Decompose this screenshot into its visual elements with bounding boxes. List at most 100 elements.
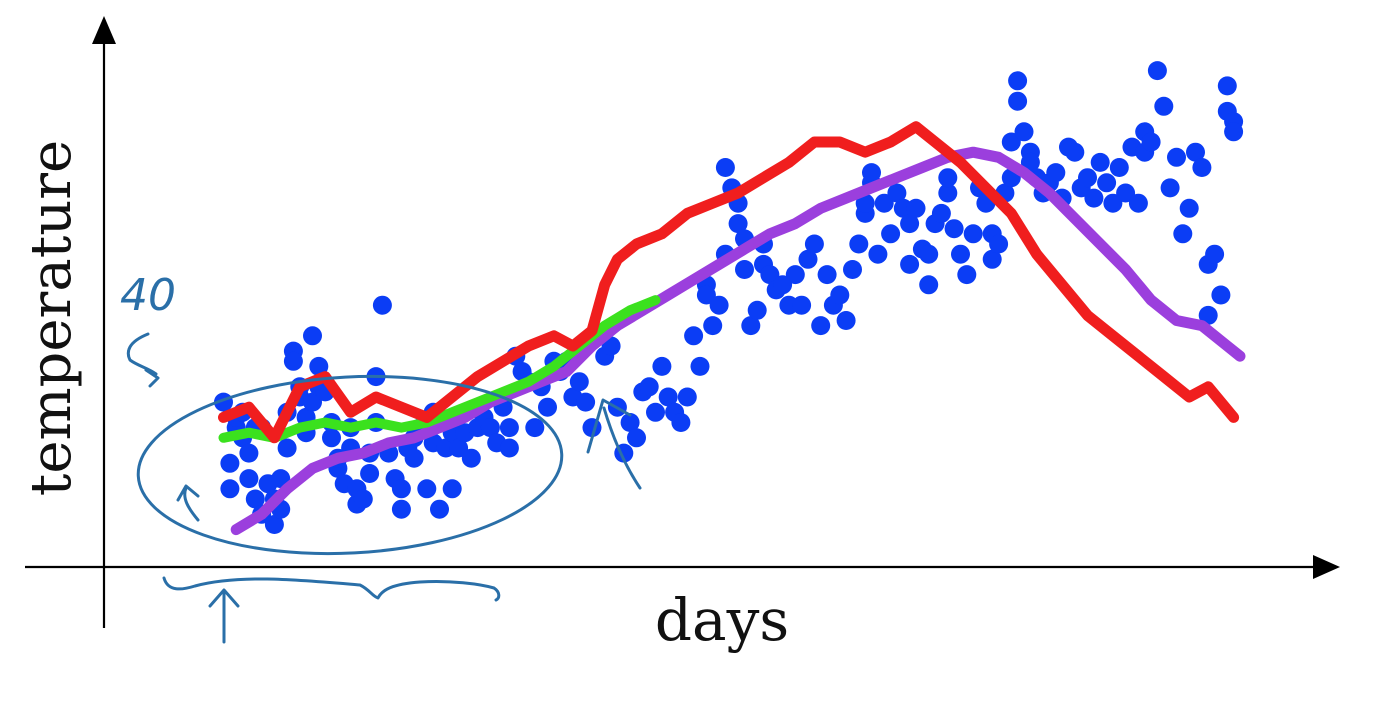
x-axis-label: days	[655, 586, 789, 654]
data-point	[1211, 285, 1231, 305]
brace-arrow	[208, 588, 240, 644]
data-point	[982, 249, 1002, 269]
hand-squiggle	[126, 332, 160, 388]
data-point	[1008, 91, 1028, 111]
data-point	[1154, 96, 1174, 116]
data-point	[900, 254, 920, 274]
y-axis-arrow	[92, 16, 116, 44]
data-point	[1141, 132, 1161, 152]
data-point	[1128, 193, 1148, 213]
y-axis-label: temperature	[19, 140, 84, 496]
data-point	[1179, 198, 1199, 218]
data-point	[569, 372, 589, 392]
data-point	[404, 448, 424, 468]
data-point	[1078, 168, 1097, 188]
data-point	[906, 198, 926, 218]
data-point	[1167, 147, 1186, 167]
data-point	[1097, 173, 1117, 193]
data-point	[963, 224, 983, 244]
data-point	[868, 244, 888, 264]
data-point	[1001, 132, 1021, 152]
data-point	[900, 214, 920, 234]
data-point	[855, 193, 875, 213]
series-line-red	[218, 121, 1240, 444]
data-point	[703, 316, 723, 336]
window-ellipse	[136, 374, 564, 556]
data-point	[944, 219, 964, 239]
data-point	[1103, 193, 1123, 213]
data-point	[684, 326, 704, 346]
data-point	[1186, 142, 1205, 162]
data-point	[442, 479, 462, 499]
data-point	[627, 428, 646, 448]
data-point	[760, 265, 780, 285]
data-point	[747, 300, 767, 320]
data-point	[372, 295, 392, 315]
x-axis-arrow	[1313, 555, 1340, 579]
hand-arrow-small	[176, 484, 200, 522]
data-point	[1192, 158, 1212, 177]
data-point	[773, 275, 793, 295]
data-point	[303, 326, 322, 346]
data-point	[576, 392, 596, 412]
curve-arrow	[586, 398, 642, 490]
data-point	[1065, 142, 1085, 162]
data-point	[620, 413, 640, 432]
data-point	[849, 234, 869, 254]
data-point	[239, 443, 259, 463]
data-point	[322, 428, 341, 448]
handwritten-annotations	[126, 332, 642, 644]
data-point	[919, 275, 939, 295]
data-point	[309, 356, 329, 376]
data-point	[277, 438, 297, 458]
data-point	[652, 356, 672, 376]
data-point	[862, 163, 881, 183]
data-point	[843, 260, 862, 279]
data-point	[303, 392, 322, 412]
data-point	[798, 249, 818, 269]
data-point	[639, 377, 659, 397]
data-point	[1020, 152, 1040, 172]
data-point	[245, 489, 265, 509]
data-point	[804, 234, 824, 254]
data-point	[887, 183, 907, 203]
window-brace	[162, 576, 501, 602]
data-point	[690, 356, 710, 376]
data-point	[461, 448, 481, 468]
data-point	[919, 244, 939, 264]
data-point	[715, 158, 735, 177]
series-lines	[218, 121, 1246, 536]
data-point	[1160, 178, 1180, 198]
data-point	[391, 499, 411, 519]
data-point	[830, 285, 850, 305]
data-point	[1224, 122, 1244, 142]
data-point	[1014, 122, 1034, 142]
data-point	[353, 489, 373, 509]
data-point	[220, 479, 240, 499]
data-point	[938, 168, 958, 188]
data-point	[1109, 158, 1129, 177]
data-point	[1147, 61, 1167, 81]
data-point	[646, 402, 665, 422]
data-point	[538, 397, 557, 417]
data-point	[951, 244, 970, 264]
data-point	[1198, 305, 1218, 325]
data-point	[836, 311, 856, 330]
data-point	[449, 438, 469, 458]
data-point	[874, 193, 894, 213]
data-point	[391, 479, 411, 499]
data-point	[785, 265, 805, 285]
data-point	[1116, 183, 1136, 203]
data-point	[741, 316, 761, 336]
data-point	[709, 295, 729, 315]
data-point	[735, 260, 754, 279]
data-point	[220, 453, 240, 473]
data-point	[931, 203, 951, 223]
data-point	[417, 479, 437, 499]
data-point	[817, 265, 837, 285]
scatter-points	[214, 61, 1244, 534]
data-point	[283, 351, 303, 371]
series-line-purple	[230, 146, 1246, 536]
data-point	[239, 469, 259, 489]
